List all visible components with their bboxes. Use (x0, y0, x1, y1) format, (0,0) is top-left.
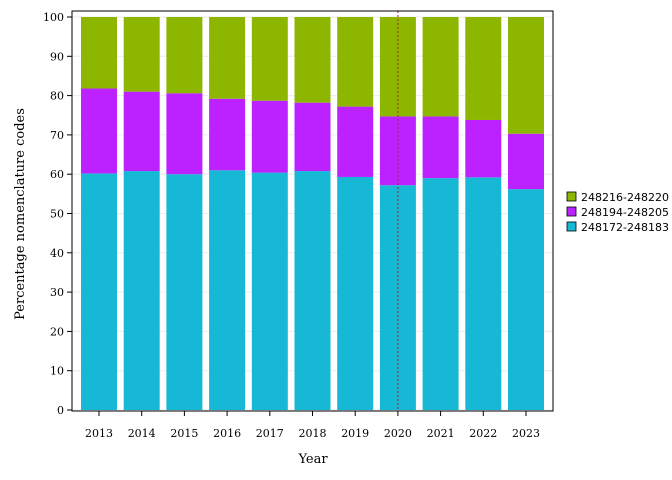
bar-2015-series-0 (166, 174, 203, 410)
bar-2014-series-2 (123, 17, 160, 92)
bar-2022-series-2 (465, 17, 502, 120)
y-tick-label-20: 20 (50, 325, 64, 338)
legend-label-248172-248183: 248172-248183 (581, 221, 669, 234)
bar-2015-series-2 (166, 17, 203, 94)
y-tick-label-40: 40 (50, 247, 64, 260)
y-tick-label-10: 10 (50, 365, 64, 378)
y-tick-label-80: 80 (50, 90, 64, 103)
bar-2018-series-2 (294, 17, 331, 103)
bar-2018-series-1 (294, 102, 331, 172)
bar-2014-series-0 (123, 171, 160, 410)
y-tick-label-90: 90 (50, 50, 64, 63)
y-tick-label-50: 50 (50, 208, 64, 221)
y-tick-label-30: 30 (50, 286, 64, 299)
bar-2019-series-1 (337, 106, 374, 177)
legend-swatch-248172-248183 (566, 221, 577, 232)
bar-2020-series-1 (379, 116, 416, 186)
legend: 248216-248220 248194-248205 248172-248183 (566, 191, 669, 234)
bar-2013-series-0 (81, 173, 117, 410)
bar-2023-series-0 (508, 189, 544, 410)
y-tick-label-70: 70 (50, 129, 64, 142)
bar-2021-series-2 (422, 17, 459, 117)
bar-2017-series-2 (251, 17, 288, 101)
bar-2016-series-1 (209, 98, 246, 171)
bar-2023-series-1 (508, 133, 544, 190)
bar-2018-series-0 (294, 171, 331, 410)
bar-2016-series-2 (209, 17, 246, 99)
x-tick-label-2016: 2016 (213, 427, 241, 440)
bar-2021-series-0 (422, 178, 459, 410)
y-axis: 0 10 20 30 40 50 60 70 80 90 100 (43, 11, 72, 417)
x-tick-label-2018: 2018 (299, 427, 327, 440)
bar-2019-series-2 (337, 17, 374, 107)
x-tick-label-2021: 2021 (427, 427, 455, 440)
legend-swatch-248194-248205 (566, 206, 577, 217)
x-tick-label-2020: 2020 (384, 427, 412, 440)
bar-2015-series-1 (166, 93, 203, 175)
x-tick-label-2023: 2023 (512, 427, 540, 440)
bar-2013-series-2 (81, 17, 117, 89)
x-tick-label-2013: 2013 (85, 427, 113, 440)
y-tick-label-100: 100 (43, 11, 64, 24)
bar-2013-series-1 (81, 88, 117, 174)
bar-2017-series-0 (251, 172, 288, 410)
bar-2014-series-1 (123, 91, 160, 172)
bar-2016-series-0 (209, 170, 246, 410)
legend-label-248194-248205: 248194-248205 (581, 206, 669, 219)
bar-2019-series-0 (337, 176, 374, 410)
bar-2022-series-1 (465, 119, 502, 178)
bar-2017-series-1 (251, 100, 288, 173)
x-tick-label-2022: 2022 (469, 427, 497, 440)
bars (81, 17, 544, 410)
legend-swatch-248216-248220 (566, 191, 577, 202)
y-tick-label-60: 60 (50, 168, 64, 181)
x-tick-label-2014: 2014 (128, 427, 156, 440)
bar-2022-series-0 (465, 177, 502, 410)
bar-2021-series-1 (422, 116, 459, 179)
legend-label-248216-248220: 248216-248220 (581, 191, 669, 204)
x-tick-label-2017: 2017 (256, 427, 284, 440)
bar-2023-series-2 (508, 17, 544, 134)
y-tick-label-0: 0 (57, 404, 64, 417)
x-axis-title: Year (297, 452, 328, 467)
x-axis: 2013 2014 2015 2016 2017 2018 2019 2020 2021 2022… (85, 411, 540, 440)
x-tick-label-2015: 2015 (170, 427, 198, 440)
x-tick-label-2019: 2019 (341, 427, 369, 440)
y-axis-title: Percentage nomenclature codes (13, 108, 28, 320)
